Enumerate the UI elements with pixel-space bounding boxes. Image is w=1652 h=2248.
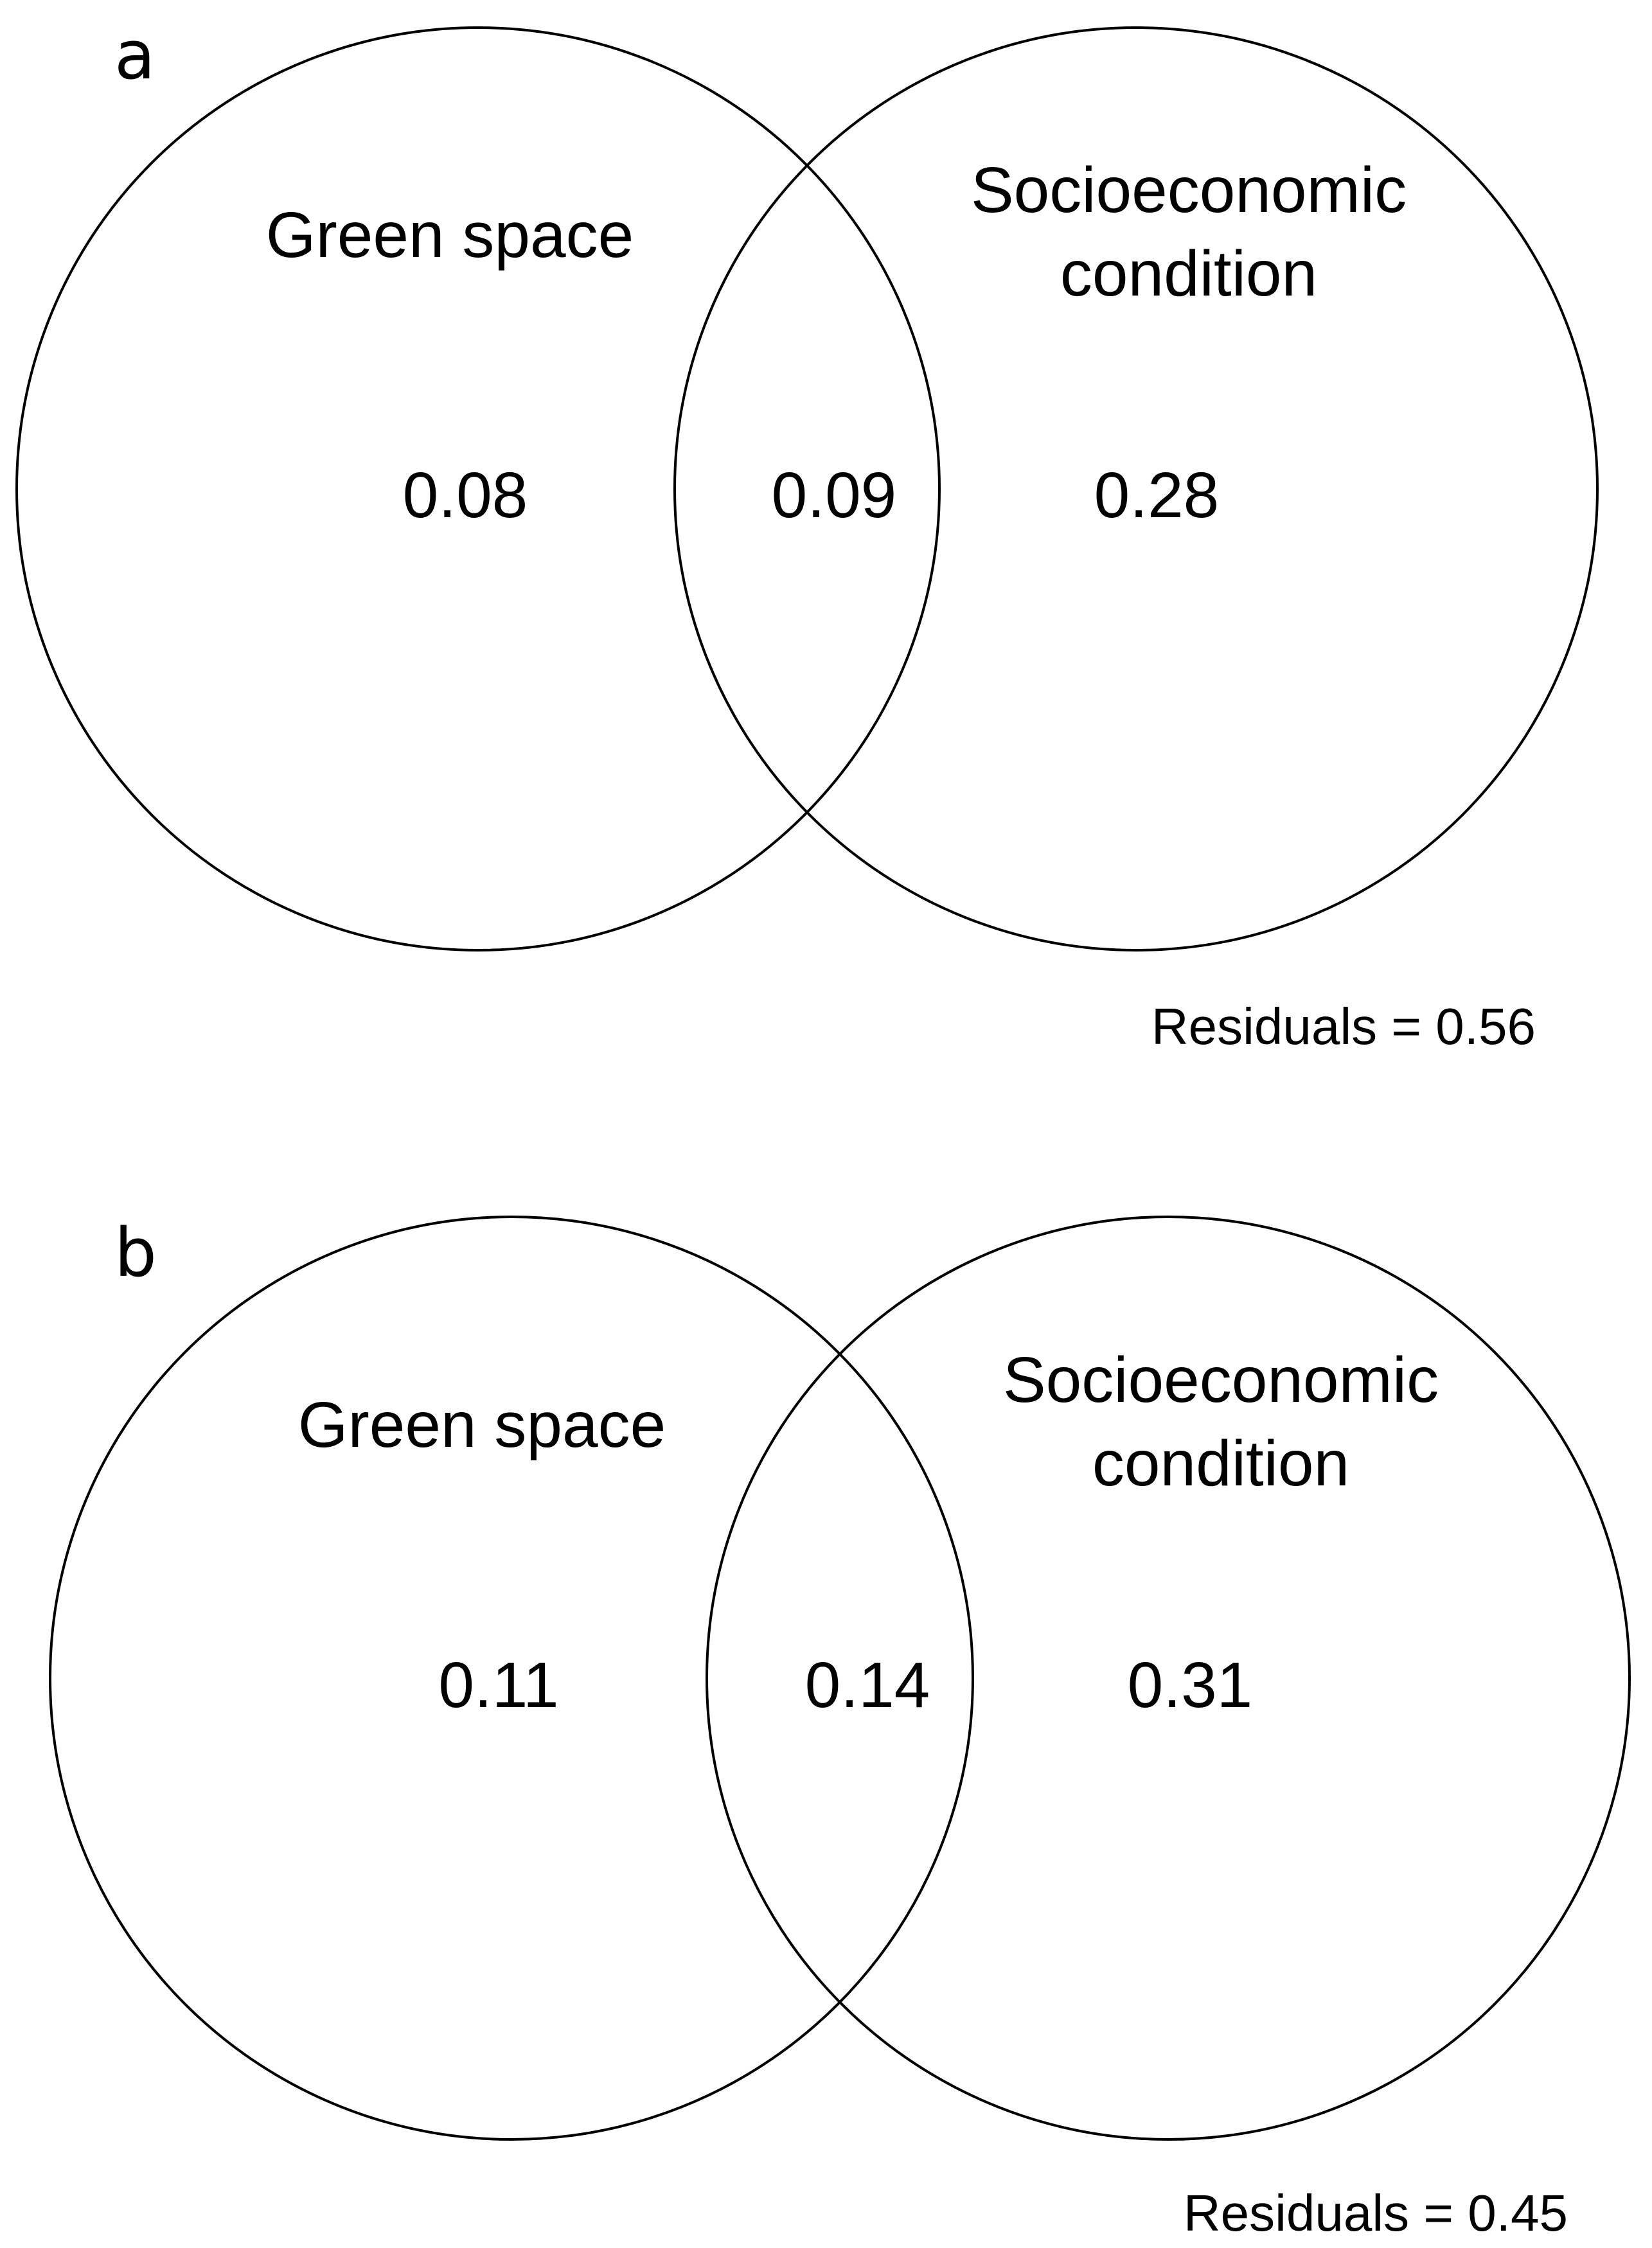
panel-a-socioeconomic-only-value: 0.28 [1094, 459, 1220, 531]
panel-b-green-space-circle [49, 1216, 974, 2141]
panel-a-socioeconomic-label-line2: condition [1060, 238, 1317, 310]
panel-b-overlap-value: 0.14 [805, 1649, 930, 1721]
panel-b-socioeconomic-only-value: 0.31 [1128, 1649, 1253, 1721]
panel-b: b Green space Socioeconomic condition 0.… [49, 1214, 1631, 2242]
panel-a-letter: a [114, 16, 155, 94]
panel-b-socioeconomic-label-line2: condition [1092, 1428, 1349, 1500]
panel-b-green-space-only-value: 0.11 [438, 1649, 558, 1721]
panel-b-green-space-label: Green space [298, 1389, 666, 1461]
panel-a: a Green space Socioeconomic condition 0.… [15, 16, 1599, 1055]
panel-a-green-space-label: Green space [266, 199, 634, 271]
panel-a-residuals: Residuals = 0.56 [1151, 998, 1536, 1055]
panel-b-socioeconomic-circle [706, 1216, 1631, 2141]
panel-b-letter: b [114, 1214, 157, 1292]
panel-b-residuals: Residuals = 0.45 [1184, 2184, 1568, 2242]
panel-a-green-space-only-value: 0.08 [403, 459, 528, 531]
panel-a-socioeconomic-label-line1: Socioeconomic [971, 154, 1407, 226]
panel-a-overlap-value: 0.09 [772, 459, 897, 531]
panel-a-socioeconomic-circle [673, 26, 1599, 951]
panel-a-green-space-circle [15, 26, 941, 951]
panel-b-socioeconomic-label-line1: Socioeconomic [1003, 1344, 1439, 1416]
